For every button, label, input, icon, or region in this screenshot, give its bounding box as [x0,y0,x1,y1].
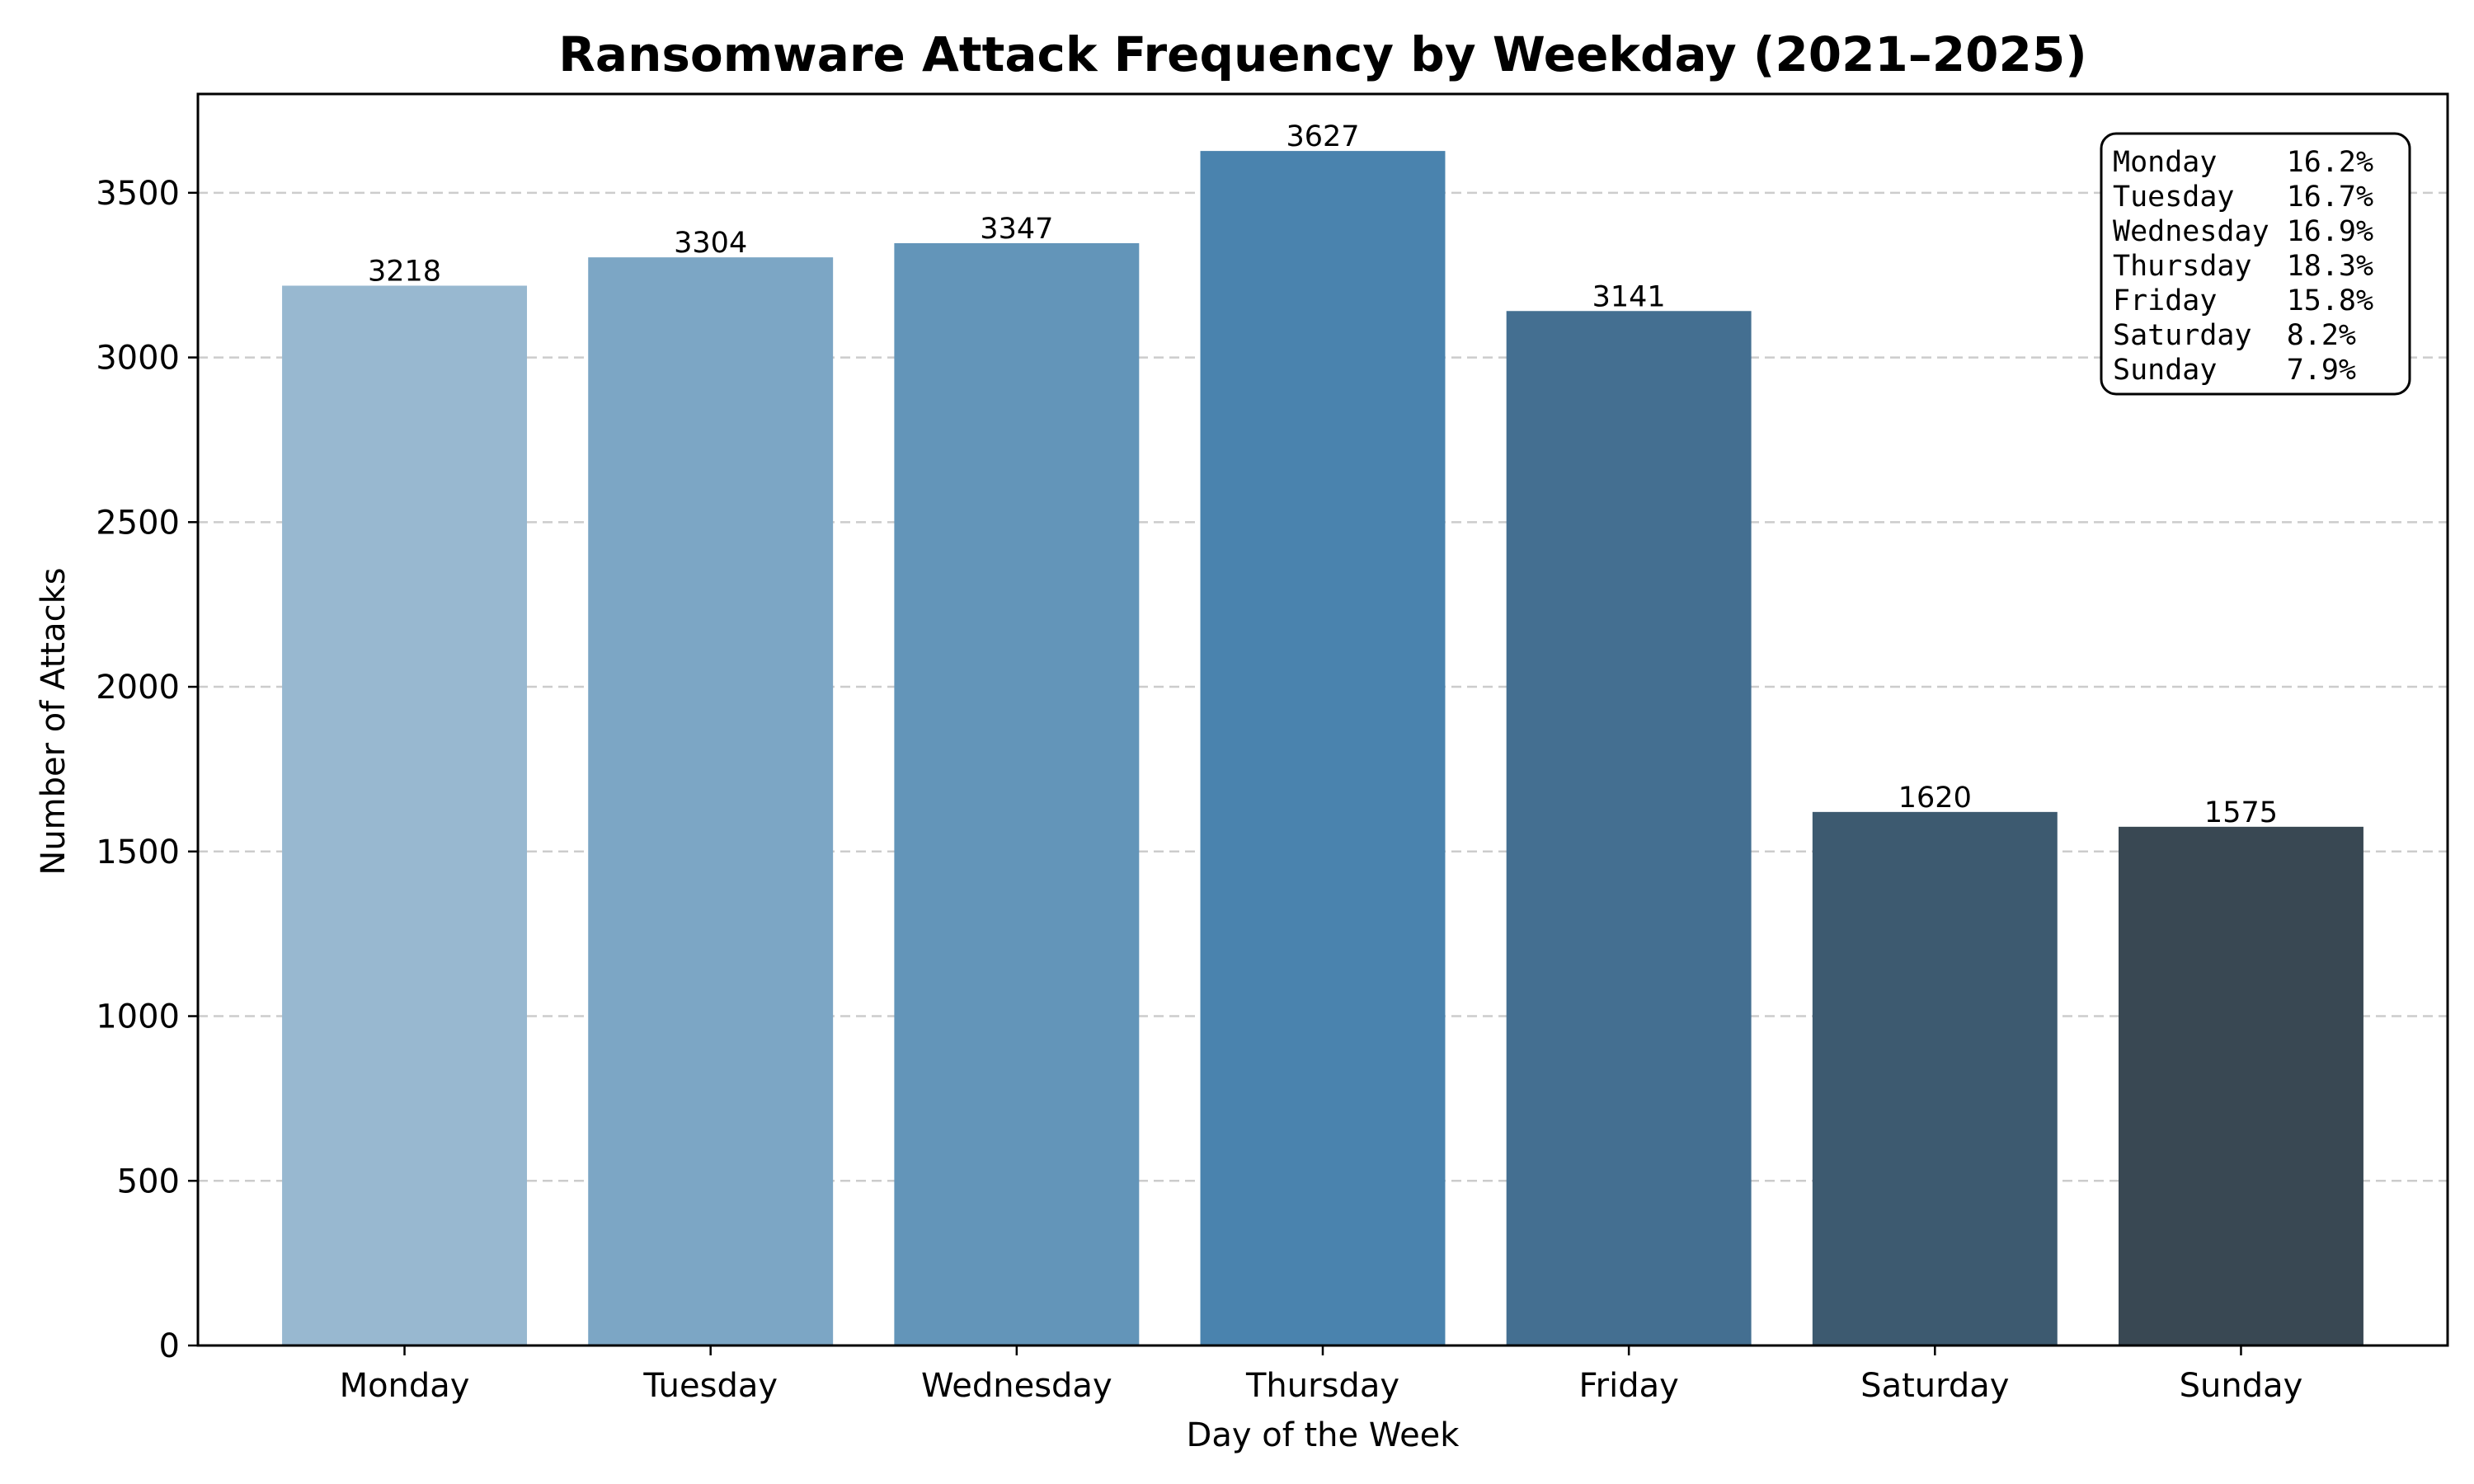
bar-friday [1506,311,1752,1345]
chart-title: Ransomware Attack Frequency by Weekday (… [558,26,2086,82]
bar-thursday [1200,151,1446,1346]
data-label: 1620 [1898,782,1972,815]
y-tick-label: 1000 [96,998,180,1036]
percentage-row: Tuesday 16.7% [2113,181,2373,214]
x-tick-label: Thursday [1245,1367,1399,1405]
y-tick-label: 500 [117,1162,180,1200]
bar-saturday [1812,811,2058,1345]
x-axis-label: Day of the Week [1187,1416,1460,1454]
bars: 3218 3304 3347 3627 3141 1620 1575 [282,120,2363,1346]
plot-frame [196,92,2449,1347]
y-tick-label: 3500 [96,175,180,213]
percentage-row: Saturday 8.2% [2113,319,2356,352]
x-tick-label: Saturday [1860,1367,2009,1405]
data-label: 3218 [368,255,441,288]
bar-monday [282,285,527,1346]
bar-wednesday [894,242,1140,1346]
bar-sunday [2119,826,2363,1345]
percentage-row: Thursday 18.3% [2113,250,2373,283]
percentages-box: Monday 16.2%Tuesday 16.7%Wednesday 16.9%… [2100,132,2411,396]
bar-tuesday [588,257,834,1346]
y-tick-label: 1500 [96,834,180,871]
y-tick-label: 2000 [96,669,180,707]
y-axis-label: Number of Attacks [35,567,73,875]
x-tick-label: Tuesday [642,1367,778,1405]
data-label: 3627 [1286,120,1359,153]
data-label: 3304 [674,227,747,260]
percentage-row: Wednesday 16.9% [2113,215,2373,248]
data-label: 3347 [980,213,1053,246]
percentage-row: Monday 16.2% [2113,146,2373,179]
percentages-box-frame [2100,132,2411,396]
data-label: 1575 [2204,796,2278,829]
x-tick-label: Sunday [2180,1367,2303,1405]
percentage-row: Sunday 7.9% [2113,354,2356,387]
percentage-row: Friday 15.8% [2113,284,2373,317]
x-tick-label: Monday [340,1367,470,1405]
y-tick-label: 3000 [96,340,180,378]
y-tick-label: 0 [159,1327,180,1365]
x-tick-label: Friday [1579,1367,1679,1405]
y-tick-label: 2500 [96,504,180,542]
axes: 0 500 1000 1500 2000 2500 3000 3500 Monday Tuesda… [96,92,2449,1405]
data-label: 3141 [1592,280,1666,313]
x-tick-label: Wednesday [921,1367,1112,1405]
